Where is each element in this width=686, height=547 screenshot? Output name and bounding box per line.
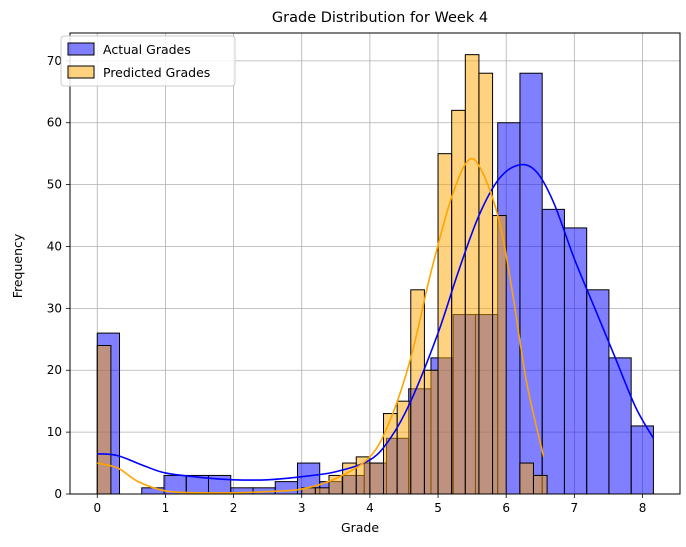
x-tick-label: 4 — [366, 501, 374, 515]
predicted-grades-bar — [383, 413, 398, 495]
predicted-grades-bar — [96, 344, 112, 495]
actual-grades-bar — [630, 425, 654, 495]
actual-grades-bar — [141, 487, 165, 495]
kde-curves — [97, 157, 655, 494]
y-tick-label: 30 — [47, 301, 62, 315]
x-tick-label: 2 — [230, 501, 238, 515]
actual-grades-bar — [519, 72, 543, 495]
legend-swatch-predicted — [67, 65, 95, 79]
y-axis-ticks: 0 10 20 30 40 50 60 70 — [47, 54, 70, 501]
actual-grades-kde-line — [97, 163, 655, 481]
predicted-grades-bar — [369, 462, 385, 495]
x-tick-label: 3 — [298, 501, 306, 515]
legend: Actual Grades Predicted Grades — [60, 35, 236, 87]
y-tick-label: 70 — [47, 54, 62, 68]
legend-swatch-actual — [67, 42, 95, 56]
legend-box — [60, 35, 236, 87]
predicted-grades-bar — [410, 289, 425, 495]
x-tick-label: 7 — [571, 501, 579, 515]
actual-grades-bar — [586, 289, 610, 495]
x-tick-label: 8 — [639, 501, 647, 515]
actual-grades-bar — [541, 208, 565, 495]
predicted-grades-bar — [492, 215, 507, 495]
actual-grades-bar — [608, 357, 632, 495]
x-tick-label: 6 — [502, 501, 510, 515]
predicted-grades-bar — [464, 54, 480, 495]
legend-label-predicted: Predicted Grades — [103, 65, 210, 80]
predicted-grades-bar — [532, 474, 548, 495]
x-tick-label: 5 — [434, 501, 442, 515]
y-tick-label: 0 — [54, 487, 62, 501]
predicted-grades-bar — [478, 72, 494, 495]
predicted-grades-bar — [423, 369, 439, 495]
predicted-grades-bars — [96, 54, 548, 495]
actual-grades-bar — [563, 227, 588, 495]
x-tick-label: 1 — [162, 501, 170, 515]
y-tick-label: 20 — [47, 363, 62, 377]
x-axis-ticks: 0 1 2 3 4 5 6 7 8 — [93, 494, 646, 515]
actual-grades-bar — [274, 481, 298, 495]
y-axis-label: Frequency — [10, 233, 25, 298]
y-tick-label: 50 — [47, 178, 62, 192]
predicted-grades-bar — [314, 487, 330, 495]
chart-title: Grade Distribution for Week 4 — [272, 10, 488, 26]
y-tick-label: 10 — [47, 425, 62, 439]
plot-frame — [69, 32, 681, 495]
y-tick-label: 60 — [47, 116, 62, 130]
predicted-grades-bar — [519, 462, 534, 495]
x-tick-label: 0 — [93, 501, 101, 515]
x-axis-label: Grade — [341, 520, 379, 535]
y-tick-label: 40 — [47, 239, 62, 253]
legend-label-actual: Actual Grades — [103, 42, 191, 57]
predicted-grades-kde-line — [97, 157, 545, 494]
